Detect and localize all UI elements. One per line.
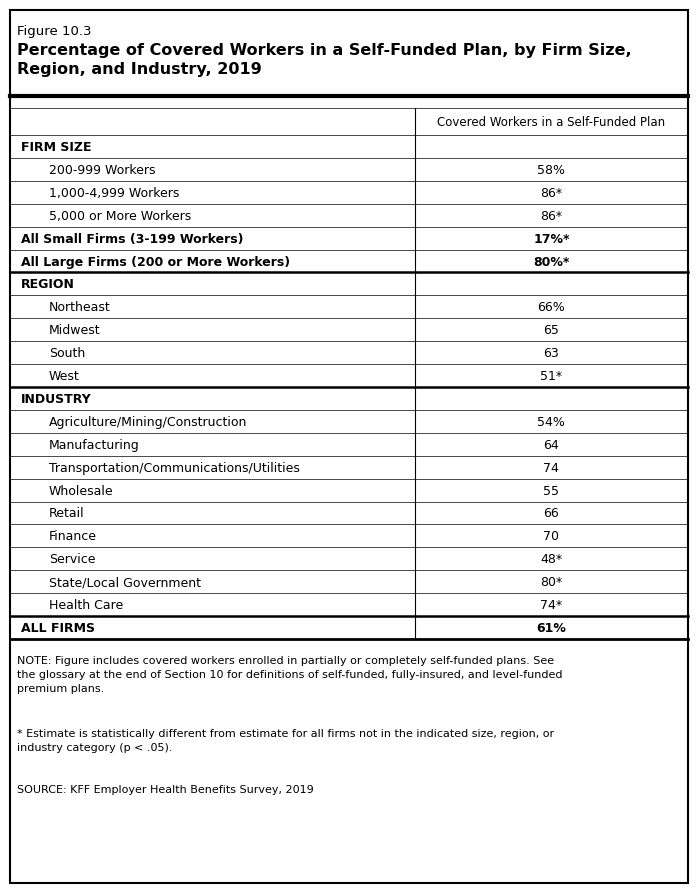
Text: West: West: [49, 369, 80, 383]
Text: Transportation/Communications/Utilities: Transportation/Communications/Utilities: [49, 461, 299, 474]
Text: Percentage of Covered Workers in a Self-Funded Plan, by Firm Size,
Region, and I: Percentage of Covered Workers in a Self-…: [17, 43, 632, 77]
Point: [411, 383, 419, 393]
Point: [411, 565, 419, 576]
Text: Northeast: Northeast: [49, 301, 110, 314]
Point: [411, 268, 419, 279]
Text: REGION: REGION: [21, 278, 75, 291]
Point: [411, 474, 419, 485]
Text: NOTE: Figure includes covered workers enrolled in partially or completely self-f: NOTE: Figure includes covered workers en…: [17, 655, 563, 693]
Text: All Large Firms (200 or More Workers): All Large Firms (200 or More Workers): [21, 255, 290, 268]
Point: [411, 291, 419, 301]
Point: [411, 383, 419, 393]
Point: [411, 314, 419, 325]
Point: [411, 336, 419, 347]
Text: INDUSTRY: INDUSTRY: [21, 392, 91, 406]
Point: [411, 199, 419, 210]
Point: [411, 451, 419, 461]
Point: [411, 451, 419, 461]
Point: [411, 314, 419, 325]
Text: 70: 70: [544, 530, 559, 543]
Text: 66: 66: [544, 507, 559, 520]
Text: 58%: 58%: [537, 164, 565, 177]
Text: 51*: 51*: [540, 369, 563, 383]
Point: [411, 611, 419, 621]
Point: [411, 519, 419, 530]
Text: Retail: Retail: [49, 507, 84, 520]
Text: Health Care: Health Care: [49, 598, 123, 611]
Text: 66%: 66%: [537, 301, 565, 314]
Text: 80*: 80*: [540, 576, 563, 588]
Point: [411, 543, 419, 553]
Text: Figure 10.3: Figure 10.3: [17, 25, 92, 38]
Text: 63: 63: [544, 347, 559, 359]
Point: [411, 359, 419, 370]
Text: 64: 64: [544, 438, 559, 451]
Point: [411, 154, 419, 164]
Text: Wholesale: Wholesale: [49, 484, 114, 497]
Point: [411, 245, 419, 256]
Text: 74: 74: [544, 461, 559, 474]
Point: [411, 565, 419, 576]
Text: 86*: 86*: [540, 187, 563, 199]
Text: 5,000 or More Workers: 5,000 or More Workers: [49, 209, 191, 223]
Text: 17%*: 17%*: [533, 232, 570, 245]
Text: South: South: [49, 347, 85, 359]
Text: Finance: Finance: [49, 530, 97, 543]
Text: 48*: 48*: [540, 552, 563, 566]
Text: Covered Workers in a Self-Funded Plan: Covered Workers in a Self-Funded Plan: [438, 116, 665, 129]
Point: [411, 428, 419, 439]
Point: [411, 474, 419, 485]
Text: Manufacturing: Manufacturing: [49, 438, 140, 451]
Point: [411, 543, 419, 553]
Text: 61%: 61%: [537, 621, 566, 634]
Text: 86*: 86*: [540, 209, 563, 223]
Text: 80%*: 80%*: [533, 255, 570, 268]
Point: [411, 199, 419, 210]
Text: 54%: 54%: [537, 416, 565, 428]
Point: [411, 405, 419, 416]
Point: [411, 611, 419, 621]
Point: [411, 634, 419, 645]
Point: [411, 359, 419, 370]
Text: ALL FIRMS: ALL FIRMS: [21, 621, 95, 634]
Text: 55: 55: [544, 484, 559, 497]
Point: [411, 428, 419, 439]
Point: [411, 405, 419, 416]
Point: [411, 176, 419, 187]
Point: [411, 291, 419, 301]
Point: [411, 131, 419, 141]
Point: [411, 519, 419, 530]
Point: [411, 496, 419, 507]
Point: [411, 154, 419, 164]
Point: [411, 222, 419, 232]
Point: [411, 245, 419, 256]
Text: 74*: 74*: [540, 598, 563, 611]
Point: [411, 588, 419, 599]
Text: 1,000-4,999 Workers: 1,000-4,999 Workers: [49, 187, 179, 199]
Text: 200-999 Workers: 200-999 Workers: [49, 164, 156, 177]
Text: * Estimate is statistically different from estimate for all firms not in the ind: * Estimate is statistically different fr…: [17, 729, 555, 753]
Text: Agriculture/Mining/Construction: Agriculture/Mining/Construction: [49, 416, 247, 428]
Point: [411, 336, 419, 347]
Text: All Small Firms (3-199 Workers): All Small Firms (3-199 Workers): [21, 232, 244, 245]
Point: [411, 588, 419, 599]
Text: 65: 65: [544, 324, 559, 337]
Text: Midwest: Midwest: [49, 324, 101, 337]
Text: FIRM SIZE: FIRM SIZE: [21, 141, 91, 154]
Text: SOURCE: KFF Employer Health Benefits Survey, 2019: SOURCE: KFF Employer Health Benefits Sur…: [17, 784, 314, 794]
Point: [411, 176, 419, 187]
Point: [411, 131, 419, 141]
Point: [411, 496, 419, 507]
Text: Service: Service: [49, 552, 96, 566]
Point: [411, 268, 419, 279]
Text: State/Local Government: State/Local Government: [49, 576, 201, 588]
Point: [411, 104, 419, 114]
Point: [411, 222, 419, 232]
